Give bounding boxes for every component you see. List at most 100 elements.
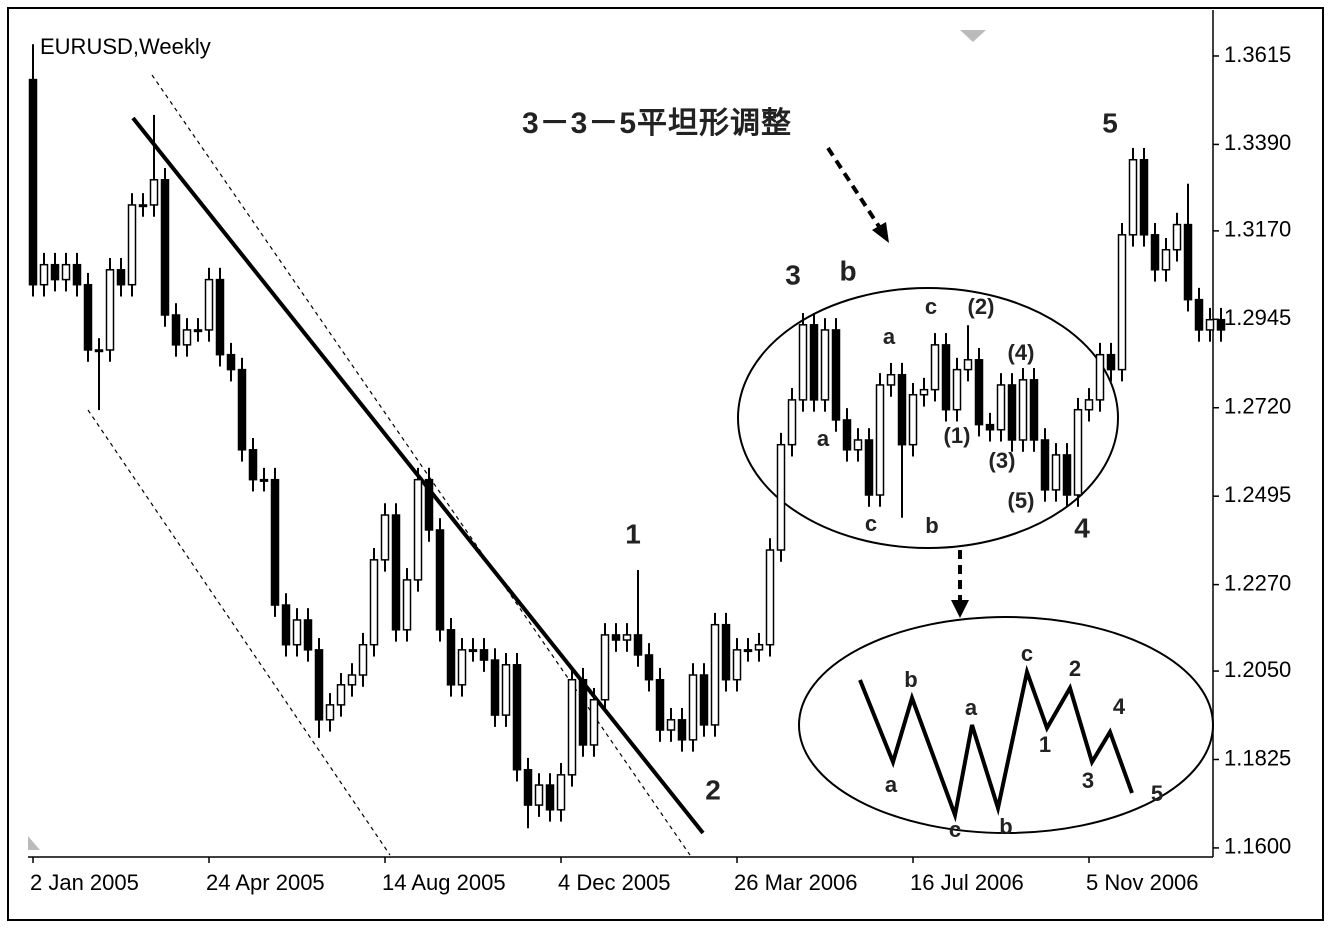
annotation: b bbox=[839, 255, 856, 286]
y-tick-label: 1.2945 bbox=[1224, 305, 1291, 330]
annotation: c bbox=[865, 511, 877, 536]
candle-body bbox=[1051, 454, 1061, 491]
candle-body bbox=[622, 634, 632, 641]
annotation: 4 bbox=[1113, 694, 1126, 719]
y-tick-label: 1.3615 bbox=[1224, 42, 1291, 67]
candle-body bbox=[490, 659, 500, 716]
y-tick-label: 1.2050 bbox=[1224, 657, 1291, 682]
candle-body bbox=[809, 324, 819, 401]
candle-body bbox=[336, 684, 346, 706]
x-tick-label: 26 Mar 2006 bbox=[734, 870, 858, 895]
candle-body bbox=[182, 329, 192, 346]
candle-body bbox=[457, 649, 467, 686]
candle-body bbox=[534, 784, 544, 806]
wave-schematic bbox=[858, 664, 1134, 823]
candle-body bbox=[479, 649, 489, 661]
candle-body bbox=[39, 263, 49, 286]
candle-body bbox=[897, 373, 907, 446]
candle-body bbox=[589, 699, 599, 746]
candle-body bbox=[754, 643, 764, 651]
candle-body bbox=[996, 384, 1006, 431]
candle-body bbox=[314, 649, 324, 721]
y-tick-label: 1.2495 bbox=[1224, 482, 1291, 507]
annotation: 3－3－5平坦形调整 bbox=[522, 107, 792, 140]
candle-body bbox=[1084, 399, 1094, 411]
annotation: (5) bbox=[1008, 488, 1035, 513]
candle-body bbox=[1117, 234, 1127, 371]
x-tick-label: 24 Apr 2005 bbox=[206, 870, 325, 895]
arrow-head bbox=[951, 600, 969, 618]
x-tick-label: 14 Aug 2005 bbox=[382, 870, 506, 895]
annotation: 5 bbox=[1151, 781, 1163, 806]
candle-body bbox=[248, 449, 258, 481]
annotation: 2 bbox=[1069, 656, 1081, 681]
candle-body bbox=[1106, 353, 1116, 371]
chart-title: EURUSD,Weekly bbox=[40, 34, 211, 59]
candle-body bbox=[446, 629, 456, 686]
candle-body bbox=[974, 359, 984, 426]
candle-body bbox=[105, 269, 115, 351]
candle-body bbox=[710, 623, 720, 726]
candle-body bbox=[1216, 318, 1226, 331]
candle-body bbox=[1161, 248, 1171, 271]
candle-body bbox=[1139, 158, 1149, 236]
candle-body bbox=[787, 399, 797, 446]
candle-body bbox=[435, 529, 445, 631]
candle-body bbox=[908, 394, 918, 446]
candle-body bbox=[875, 384, 885, 496]
x-tick-label: 5 Nov 2006 bbox=[1086, 870, 1199, 895]
annotation: (2) bbox=[968, 294, 995, 319]
shift-marker bbox=[960, 30, 986, 42]
candle-body bbox=[94, 349, 104, 353]
y-tick-label: 1.1825 bbox=[1224, 745, 1291, 770]
annotation: a bbox=[965, 695, 978, 720]
annotation: b bbox=[925, 513, 938, 538]
candle-body bbox=[501, 664, 511, 716]
candle-body bbox=[149, 179, 159, 206]
candle-body bbox=[633, 634, 643, 656]
candle-body bbox=[512, 664, 522, 771]
candle-body bbox=[171, 314, 181, 346]
candle-body bbox=[644, 654, 654, 681]
candle-body bbox=[985, 423, 995, 431]
candle-body bbox=[347, 674, 357, 686]
candle-body bbox=[952, 368, 962, 411]
candle-body bbox=[919, 388, 929, 396]
y-tick-label: 1.3170 bbox=[1224, 217, 1291, 242]
annotation: (4) bbox=[1008, 340, 1035, 365]
annotation: b bbox=[999, 814, 1012, 839]
candle-body bbox=[765, 549, 775, 646]
annotation: 1 bbox=[1039, 732, 1051, 757]
x-tick-label: 4 Dec 2005 bbox=[558, 870, 671, 895]
candle-body bbox=[1194, 298, 1204, 331]
candle-body bbox=[1029, 379, 1039, 441]
candle-body bbox=[1073, 408, 1083, 496]
candle-body bbox=[1172, 223, 1182, 251]
candle-body bbox=[28, 78, 38, 286]
candle-body bbox=[204, 278, 214, 331]
pointer-arrow bbox=[826, 146, 882, 230]
annotation: 5 bbox=[1102, 107, 1118, 138]
candle-body bbox=[699, 674, 709, 726]
annotation: (3) bbox=[989, 448, 1016, 473]
candle-body bbox=[391, 514, 401, 631]
candle-body bbox=[1018, 379, 1028, 441]
candle-body bbox=[193, 329, 203, 333]
candle-body bbox=[666, 719, 676, 731]
annotation: c bbox=[949, 817, 961, 842]
candle-body bbox=[743, 649, 753, 653]
candle-body bbox=[1150, 234, 1160, 271]
candle-body bbox=[820, 329, 830, 401]
candle-body bbox=[281, 604, 291, 646]
candle-body bbox=[160, 179, 170, 316]
candle-body bbox=[721, 623, 731, 681]
annotation: 1 bbox=[625, 518, 641, 549]
candle-body bbox=[380, 514, 390, 561]
annotation: c bbox=[925, 294, 937, 319]
candle-body bbox=[1007, 384, 1017, 441]
candle-body bbox=[292, 619, 302, 646]
y-tick-label: 1.1600 bbox=[1224, 834, 1291, 859]
candle-body bbox=[523, 768, 533, 806]
